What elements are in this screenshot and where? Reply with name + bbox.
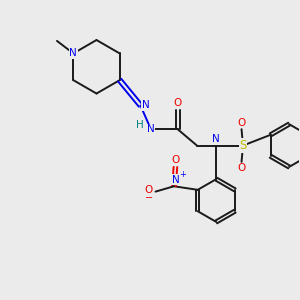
Text: N: N — [142, 100, 150, 110]
Text: +: + — [179, 170, 186, 179]
Text: O: O — [237, 164, 246, 173]
Text: N: N — [172, 175, 179, 185]
Text: O: O — [145, 185, 153, 195]
Text: N: N — [212, 134, 220, 144]
Text: O: O — [237, 118, 246, 128]
Text: O: O — [171, 155, 180, 165]
Text: H: H — [136, 120, 143, 130]
Text: −: − — [145, 193, 153, 203]
Text: N: N — [70, 48, 77, 59]
Text: S: S — [239, 139, 247, 152]
Text: N: N — [147, 124, 155, 134]
Text: O: O — [173, 98, 182, 108]
